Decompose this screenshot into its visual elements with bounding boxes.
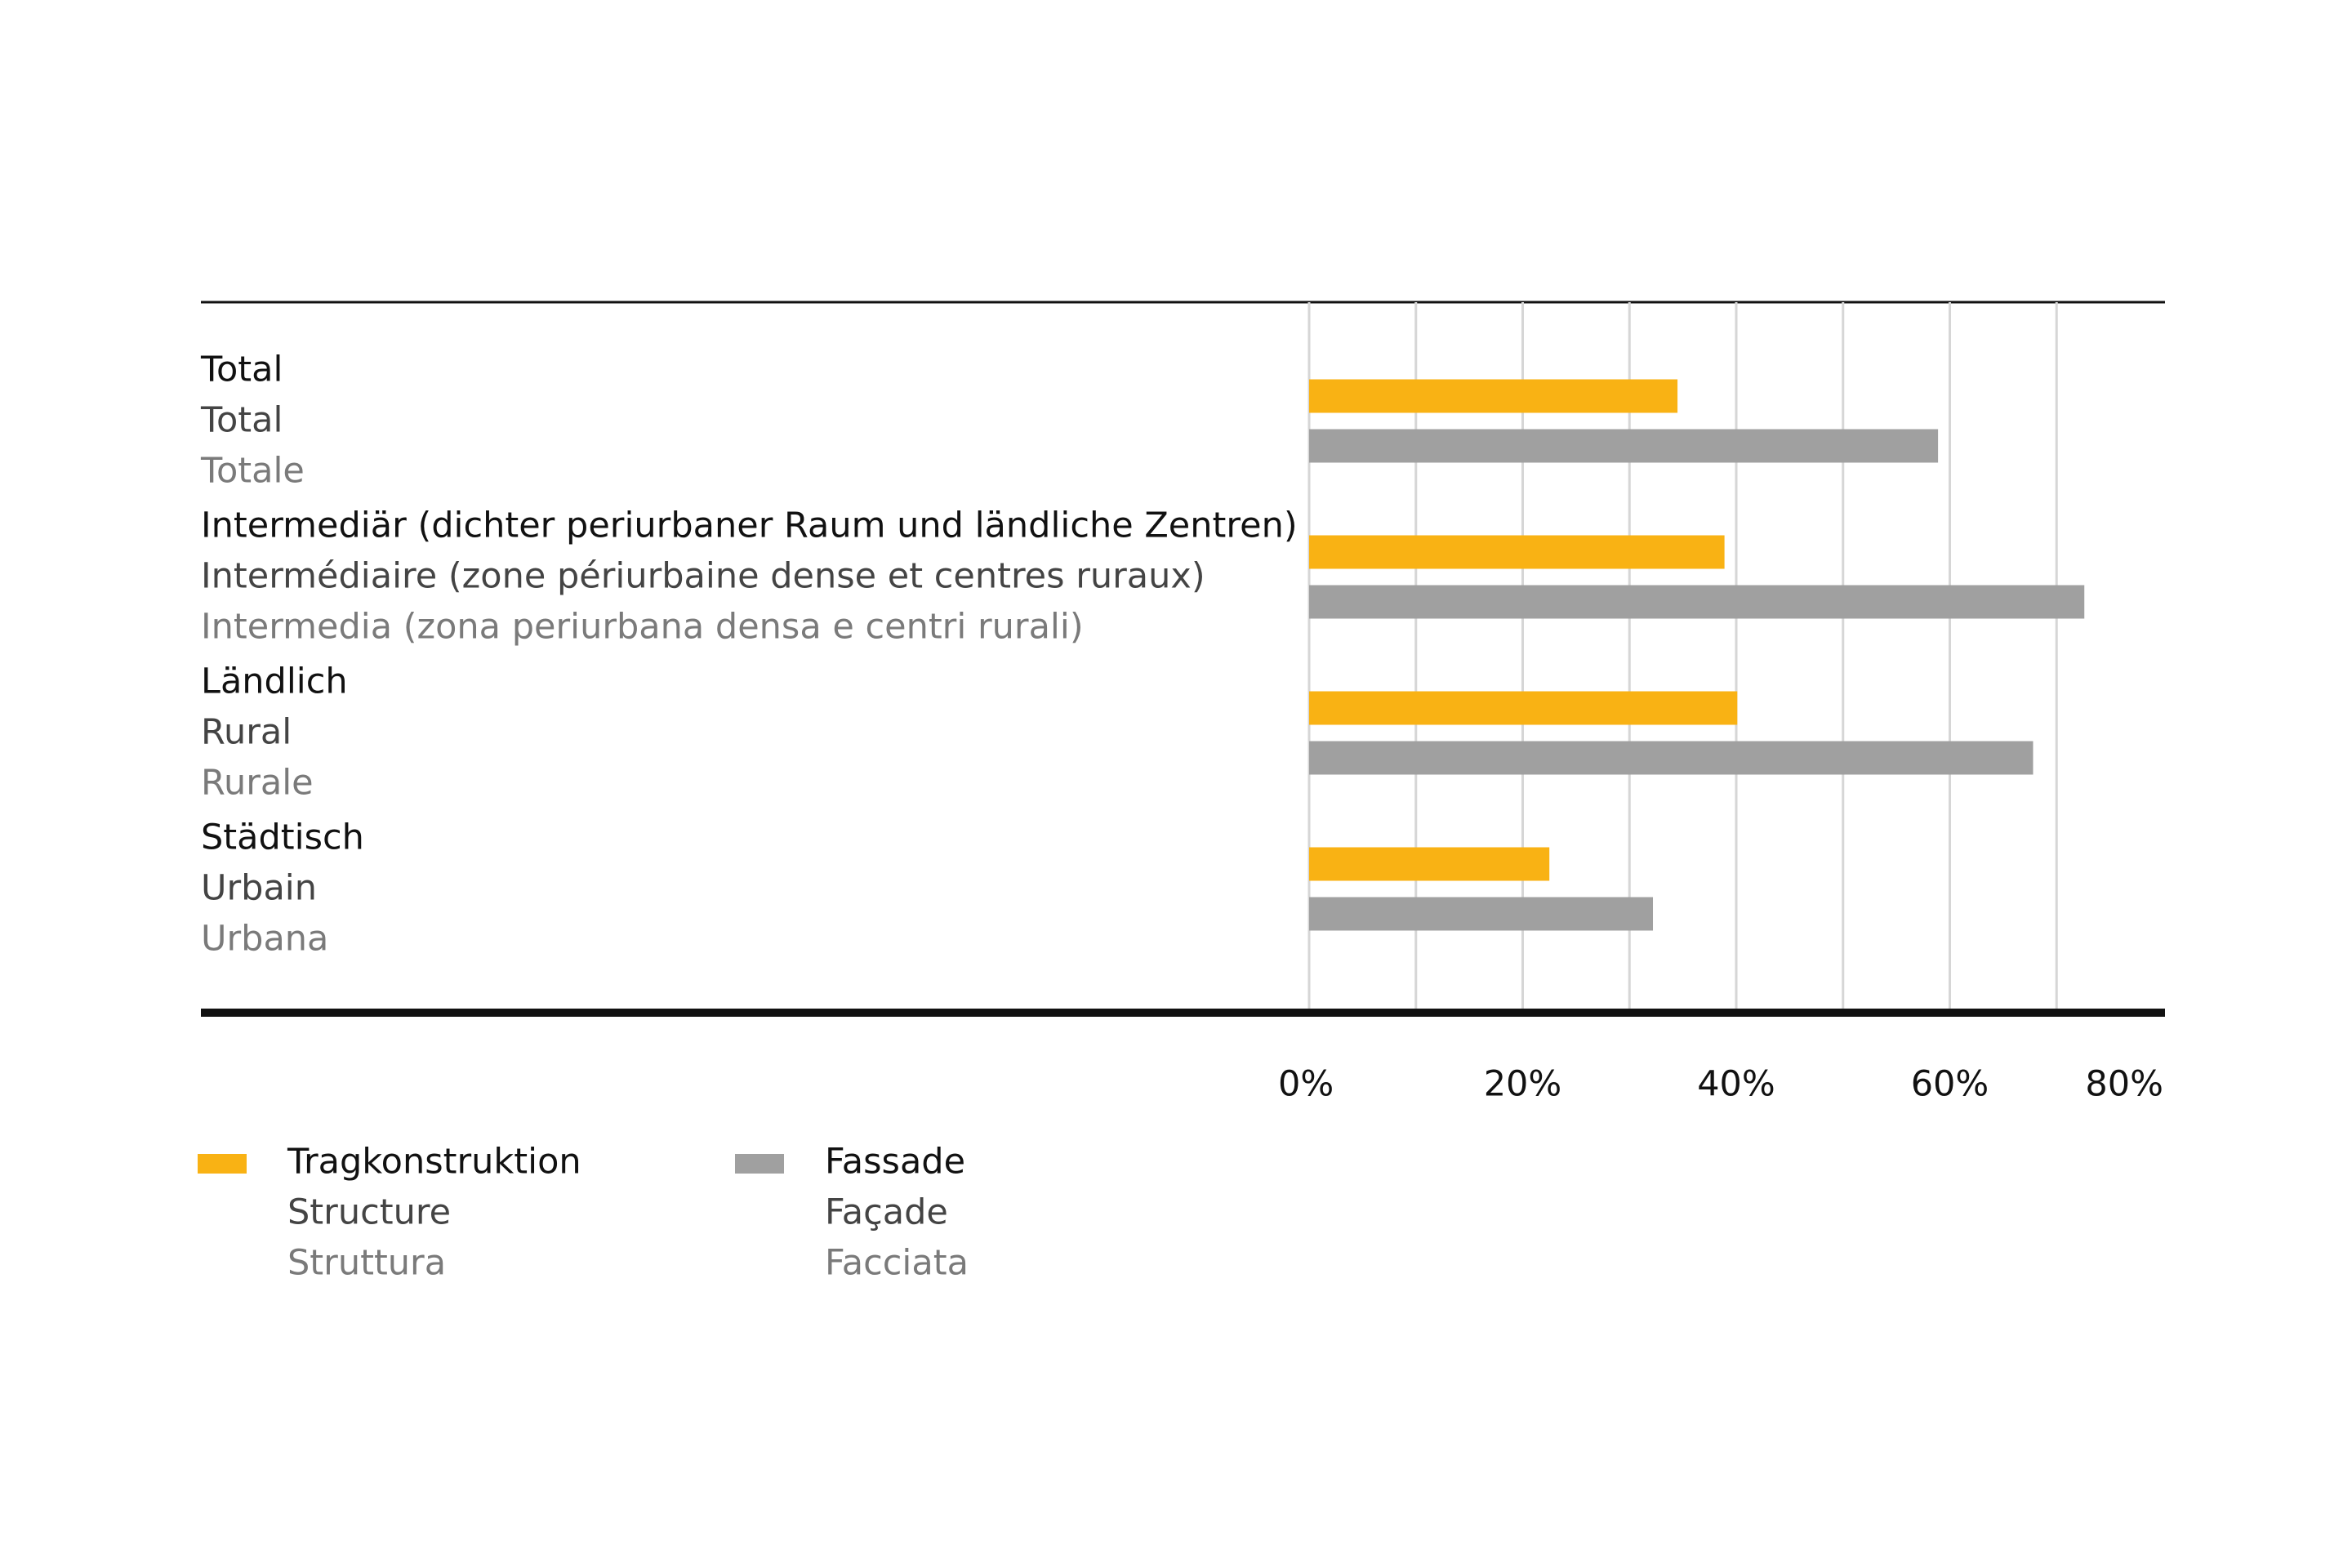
bar [1309,691,1738,725]
bar [1309,379,1678,413]
category-label: Urbain [201,868,317,909]
category-label: Total [200,350,283,390]
legend-label: Structure [287,1192,451,1233]
bar [1309,847,1550,881]
legend-swatch [198,1154,247,1174]
bar [1309,585,2085,619]
legend-label: Facciata [825,1243,969,1284]
bar [1309,897,1654,931]
category-label: Total [200,400,283,441]
legend-label: Tragkonstruktion [287,1142,581,1183]
category-label: Rurale [201,763,314,804]
legend-label: Struttura [287,1243,446,1284]
category-label: Totale [200,451,305,492]
category-label: Intermédiaire (zone périurbaine dense et… [201,556,1205,597]
category-label: Ländlich [201,662,348,702]
legend-swatch [735,1154,784,1174]
x-tick-label: 20% [1484,1064,1562,1105]
category-label: Intermedia (zona periurbana densa e cent… [201,607,1084,648]
bar [1309,741,2034,775]
x-tick-label: 80% [2085,1064,2163,1105]
category-label: Urbana [201,919,328,960]
legend-label: Fassade [825,1142,965,1183]
bar [1309,535,1725,569]
legend-label: Façade [825,1192,948,1233]
x-tick-label: 60% [1911,1064,1989,1105]
category-label: Intermediär (dichter periurbaner Raum un… [201,506,1298,546]
x-tick-label: 0% [1278,1064,1334,1105]
category-label: Städtisch [201,817,364,858]
category-label: Rural [201,712,292,753]
x-tick-label: 40% [1697,1064,1775,1105]
bar [1309,429,1939,463]
